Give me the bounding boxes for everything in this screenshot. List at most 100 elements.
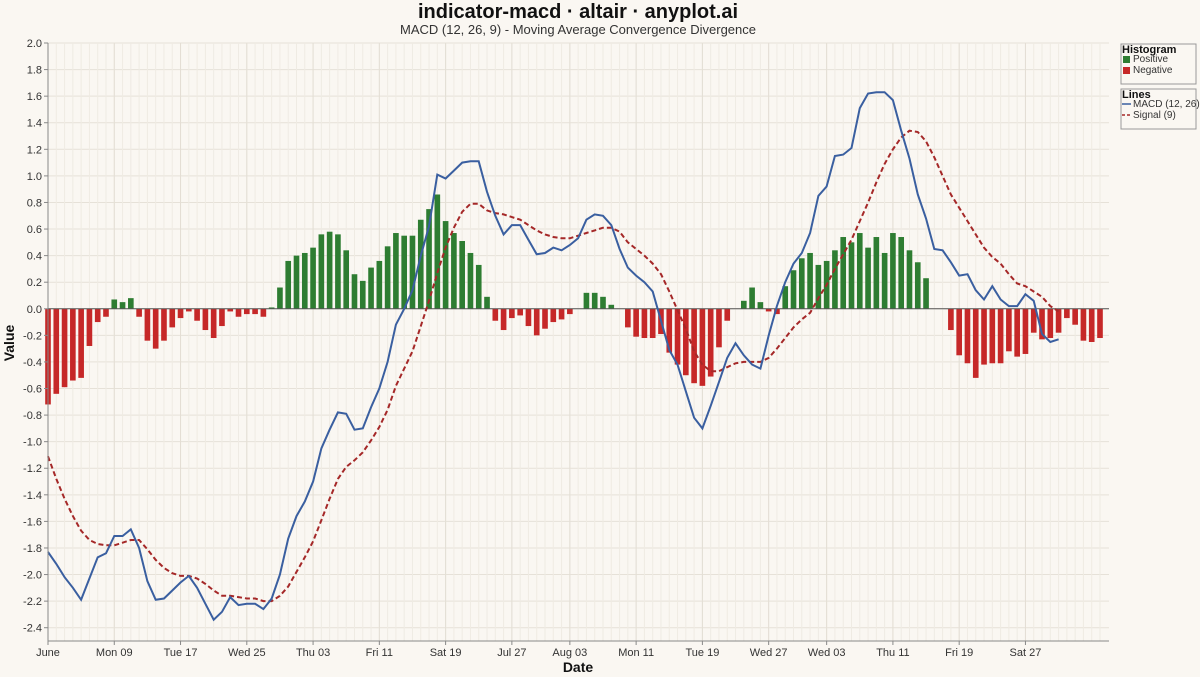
histogram-bar-negative: [1006, 308, 1012, 352]
histogram-bar-negative: [86, 308, 93, 346]
legend-title: Lines: [1122, 89, 1151, 101]
histogram-bar-negative: [558, 308, 565, 320]
legend-box: [1120, 43, 1197, 85]
histogram-bar-negative: [260, 308, 267, 317]
histogram-bar-negative: [567, 308, 573, 315]
histogram-bar-positive: [285, 260, 292, 309]
histogram-bar-negative: [509, 308, 515, 319]
histogram-bar-positive: [442, 221, 449, 309]
legend-label: MACD (12, 26): [1133, 99, 1200, 110]
histogram-bar-negative: [1055, 308, 1062, 333]
x-tick-label: Fri 11: [366, 647, 393, 659]
histogram-bar-negative: [649, 308, 656, 339]
x-tick-label: Thu 11: [876, 647, 909, 659]
histogram-bar-positive: [906, 250, 913, 309]
histogram-bar-positive: [591, 292, 598, 309]
y-tick-label: 1.0: [27, 171, 42, 183]
histogram-bar-negative: [1030, 308, 1037, 333]
histogram-bar-negative: [186, 308, 192, 312]
y-tick-label: -2.2: [23, 596, 42, 608]
histogram-bar-positive: [426, 209, 432, 309]
x-tick-label: Sat 19: [430, 647, 462, 659]
y-tick-label: -0.2: [23, 330, 42, 342]
y-tick-label: 0.2: [27, 277, 42, 289]
histogram-bar-positive: [856, 233, 863, 309]
y-tick-label: 0.6: [27, 224, 42, 236]
histogram-bar-negative: [1014, 308, 1020, 357]
histogram-bar-positive: [757, 302, 764, 309]
y-tick-label: -2.4: [23, 623, 42, 635]
histogram-bar-positive: [600, 296, 606, 309]
histogram-bar-positive: [359, 280, 366, 309]
y-tick-label: 0.8: [27, 197, 42, 209]
histogram-bar-negative: [716, 308, 722, 348]
histogram-bar-positive: [128, 298, 134, 309]
histogram-bar-positive: [434, 194, 441, 309]
histogram-bar-negative: [61, 308, 68, 388]
x-tick-label: Thu 03: [296, 647, 330, 659]
histogram-bar-negative: [972, 308, 979, 378]
histogram-bar-negative: [252, 308, 258, 315]
histogram-bar-negative: [956, 308, 962, 356]
x-tick-label: Tue 19: [685, 647, 719, 659]
histogram-bar-negative: [948, 308, 954, 331]
legend-swatch: [1123, 56, 1130, 63]
histogram-bar-negative: [78, 308, 84, 378]
histogram-bar-positive: [277, 287, 283, 309]
histogram-bar-positive: [848, 242, 855, 309]
histogram-bar-positive: [351, 274, 358, 309]
histogram-bar-negative: [1064, 308, 1070, 319]
histogram-bar-positive: [417, 219, 424, 309]
histogram-bar-negative: [724, 308, 731, 321]
y-tick-label: 1.2: [27, 144, 42, 156]
histogram-bar-negative: [525, 308, 532, 327]
histogram-bar-positive: [807, 252, 813, 309]
y-tick-label: 1.4: [27, 118, 42, 130]
histogram-bar-negative: [765, 308, 772, 312]
histogram-bar-negative: [542, 308, 548, 329]
grid: [47, 42, 1109, 641]
y-tick-label: -1.2: [23, 463, 42, 475]
histogram-bar-negative: [1097, 308, 1103, 339]
histogram-bar-positive: [368, 267, 374, 309]
histogram-bar-negative: [699, 308, 706, 386]
histogram-bar-positive: [890, 233, 896, 309]
histogram-bar-positive: [384, 246, 391, 309]
x-axis-title: Date: [563, 659, 594, 675]
histogram-bar-negative: [1022, 308, 1029, 354]
histogram-bar-negative: [70, 308, 76, 381]
y-tick-label: -0.4: [23, 357, 42, 369]
histogram-bar-negative: [169, 308, 176, 328]
histogram-bar-negative: [981, 308, 987, 365]
histogram-bar-negative: [633, 308, 639, 337]
y-tick-label: -0.8: [23, 410, 42, 422]
histogram-bar-negative: [691, 308, 697, 384]
histogram-bar-negative: [227, 308, 234, 312]
histogram-bar-positive: [898, 237, 905, 309]
histogram-bar-negative: [550, 308, 557, 323]
y-tick-label: 1.8: [27, 65, 42, 77]
histogram-bar-negative: [1047, 308, 1054, 339]
y-tick-label: -1.4: [23, 490, 42, 502]
x-tick-label: Wed 03: [808, 647, 846, 659]
histogram-bar-negative: [774, 308, 780, 315]
signal-line: [47, 129, 1060, 603]
histogram-bar-positive: [815, 264, 822, 309]
histogram-bar-positive: [293, 255, 300, 309]
x-tick-label: Mon 09: [96, 647, 133, 659]
histogram-bar-negative: [666, 308, 673, 353]
y-tick-label: -2.0: [23, 570, 42, 582]
histogram-bar-negative: [103, 308, 109, 317]
histogram-bar-positive: [409, 235, 416, 309]
histogram-bar-negative: [1080, 308, 1087, 341]
histogram-bar-positive: [923, 278, 929, 309]
y-tick-label: -0.6: [23, 384, 42, 396]
y-axis-title: Value: [1, 325, 17, 362]
histogram-bar-positive: [840, 237, 847, 309]
x-tick-label: Sat 27: [1010, 647, 1042, 659]
histogram-bar-negative: [53, 308, 60, 394]
x-tick-label: Mon 11: [618, 647, 654, 659]
x-tick-label: Fri 19: [945, 647, 973, 659]
histogram-bar-negative: [144, 308, 151, 341]
